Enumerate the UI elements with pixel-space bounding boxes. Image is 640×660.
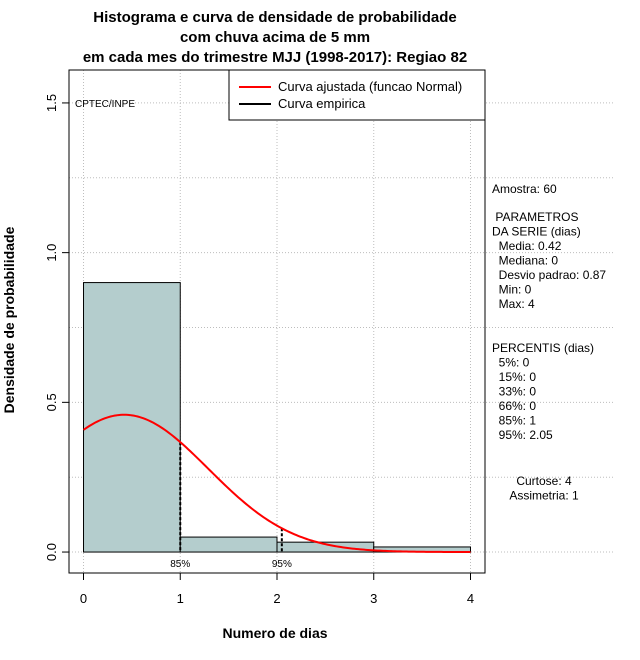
- percentile-text: 15%: 0: [492, 370, 536, 384]
- legend-label-fit: Curva ajustada (funcao Normal): [278, 79, 462, 94]
- legend-label-empirical: Curva empirica: [278, 96, 366, 111]
- percentile-text: 95%: 2.05: [492, 428, 553, 442]
- legend: Curva ajustada (funcao Normal) Curva emp…: [228, 69, 486, 121]
- percentile-text: 85%: 1: [492, 414, 536, 428]
- percentile-text: PERCENTIS (dias): [492, 341, 594, 355]
- sample-size-text: Amostra: 60: [492, 182, 557, 196]
- watermark-text: CPTEC/INPE: [75, 99, 135, 110]
- x-axis-title: Numero de dias: [222, 625, 327, 641]
- x-tick-label: 2: [273, 591, 280, 606]
- series-parameter-text: Mediana: 0: [492, 254, 558, 268]
- x-axis: 0 1 2 3 4: [80, 572, 474, 606]
- series-parameter-text: Media: 0.42: [492, 239, 562, 253]
- percentile-label: 85%: [170, 559, 190, 570]
- percentile-text: 5%: 0: [492, 356, 530, 370]
- y-tick-label: 1.5: [44, 94, 59, 112]
- y-axis-title: Densidade de probabilidade: [1, 226, 17, 413]
- histogram-bars: [83, 282, 471, 553]
- series-parameter-text: Max: 4: [492, 297, 535, 311]
- x-tick-label: 4: [467, 591, 474, 606]
- shape-statistic-text: Assimetria: 1: [509, 489, 579, 503]
- x-tick-label: 1: [177, 591, 184, 606]
- series-parameter-text: DA SERIE (dias): [492, 225, 581, 239]
- y-tick-label: 0.0: [44, 543, 59, 561]
- series-parameter-text: Desvio padrao: 0.87: [492, 268, 606, 282]
- legend-box: [228, 69, 486, 121]
- title-line-1: Histograma e curva de densidade de proba…: [93, 9, 456, 26]
- x-tick-label: 0: [80, 591, 87, 606]
- x-tick-label: 3: [370, 591, 377, 606]
- y-tick-label: 1.0: [44, 244, 59, 262]
- percentile-label: 95%: [272, 559, 292, 570]
- histogram-bar: [83, 282, 181, 553]
- percentile-text: 66%: 0: [492, 399, 536, 413]
- y-tick-label: 0.5: [44, 393, 59, 411]
- shape-statistic-text: Curtose: 4: [516, 474, 572, 488]
- percentile-markers: 85% 95%: [170, 442, 292, 570]
- y-axis: 0.0 0.5 1.0 1.5: [44, 94, 69, 561]
- histogram-bar: [179, 536, 278, 553]
- series-parameter-text: PARAMETROS: [492, 210, 578, 224]
- percentile-text: 33%: 0: [492, 385, 536, 399]
- series-parameter-text: Min: 0: [492, 283, 532, 297]
- normal-fit-curve: [82, 413, 471, 554]
- chart-title: Histograma e curva de densidade de proba…: [83, 9, 467, 66]
- title-line-3: em cada mes do trimestre MJJ (1998-2017)…: [83, 49, 467, 66]
- title-line-2: com chuva acima de 5 mm: [180, 29, 370, 46]
